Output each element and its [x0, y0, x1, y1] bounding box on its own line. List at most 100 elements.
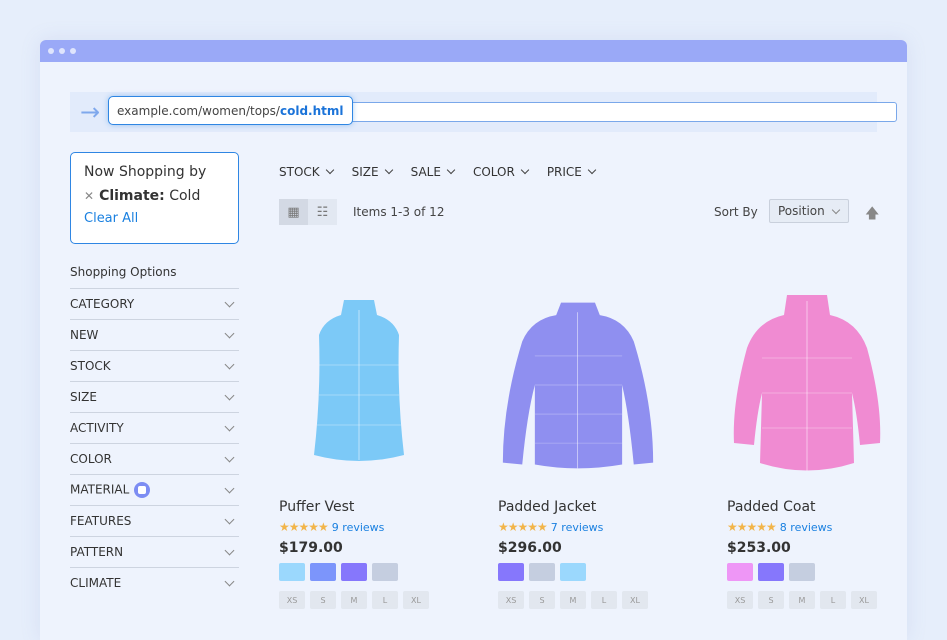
- option-new[interactable]: NEW: [70, 319, 239, 350]
- size-option[interactable]: XL: [622, 591, 648, 609]
- option-label: CATEGORY: [70, 297, 135, 311]
- title-bar: [40, 40, 907, 62]
- chevron-down-icon: [587, 165, 597, 175]
- filter-stock[interactable]: STOCK: [279, 165, 334, 179]
- chevron-down-icon: [520, 165, 530, 175]
- option-label: NEW: [70, 328, 99, 342]
- chevron-down-icon: [224, 483, 235, 493]
- product-name[interactable]: Padded Coat: [727, 499, 816, 515]
- url-prefix: example.com/women/tops/: [117, 103, 280, 118]
- option-label: SIZE: [70, 390, 97, 404]
- size-option[interactable]: XS: [727, 591, 753, 609]
- chevron-down-icon: [224, 576, 235, 586]
- rating: ★★★★★ 9 reviews: [279, 520, 439, 534]
- rating: ★★★★★ 8 reviews: [727, 520, 887, 534]
- filter-color[interactable]: COLOR: [472, 165, 530, 179]
- product-image[interactable]: [727, 280, 887, 490]
- option-stock[interactable]: STOCK: [70, 350, 239, 381]
- url-highlight: cold.html: [279, 103, 344, 118]
- size-option[interactable]: XS: [279, 591, 305, 609]
- size-option[interactable]: S: [529, 591, 555, 609]
- rating: ★★★★★ 7 reviews: [498, 520, 658, 534]
- product-card: Padded Jacket ★★★★★ 7 reviews $296.00 XS S…: [498, 280, 658, 609]
- product-name[interactable]: Puffer Vest: [279, 499, 355, 515]
- option-activity[interactable]: ACTIVITY: [70, 412, 239, 443]
- product-name[interactable]: Padded Jacket: [498, 499, 597, 515]
- color-swatch[interactable]: [758, 563, 784, 581]
- now-shopping-box: Now Shopping by ✕ Climate: Cold Clear All: [70, 152, 239, 244]
- filter-sale[interactable]: SALE: [411, 165, 456, 179]
- option-size[interactable]: SIZE: [70, 381, 239, 412]
- option-color[interactable]: COLOR: [70, 443, 239, 474]
- size-option[interactable]: L: [591, 591, 617, 609]
- clear-all-link[interactable]: Clear All: [84, 211, 139, 226]
- option-label: FEATURES: [70, 514, 132, 528]
- star-rating-icon: ★★★★★: [279, 520, 329, 534]
- arrow-right-icon: →: [79, 98, 101, 126]
- size-option[interactable]: S: [310, 591, 336, 609]
- option-label: STOCK: [70, 359, 111, 373]
- shopping-options-title: Shopping Options: [70, 265, 177, 279]
- product-image[interactable]: [498, 280, 658, 490]
- product-image[interactable]: [279, 280, 439, 490]
- item-count: Items 1-3 of 12: [353, 205, 445, 219]
- chevron-down-icon: [224, 452, 235, 462]
- filter-label: PRICE: [546, 165, 582, 179]
- product-price: $179.00: [279, 540, 343, 556]
- reviews-link[interactable]: 8 reviews: [779, 521, 833, 534]
- filter-label: COLOR: [472, 165, 515, 179]
- color-swatch[interactable]: [498, 563, 524, 581]
- color-swatches: [279, 563, 439, 581]
- window-dot[interactable]: [70, 48, 76, 54]
- chevron-down-icon: [831, 205, 840, 214]
- color-swatch[interactable]: [341, 563, 367, 581]
- filter-price[interactable]: PRICE: [546, 165, 597, 179]
- size-option[interactable]: M: [560, 591, 586, 609]
- list-view-icon[interactable]: ☷: [308, 199, 337, 225]
- size-option[interactable]: M: [789, 591, 815, 609]
- chevron-down-icon: [384, 165, 393, 175]
- reviews-link[interactable]: 9 reviews: [331, 521, 385, 534]
- color-swatch[interactable]: [372, 563, 398, 581]
- window-dot[interactable]: [48, 48, 54, 54]
- option-label: CLIMATE: [70, 576, 122, 590]
- size-option[interactable]: XS: [498, 591, 524, 609]
- color-swatch[interactable]: [310, 563, 336, 581]
- browser-window: → example.com/women/tops/cold.html Now S…: [40, 40, 907, 640]
- grid-view-icon[interactable]: ▦: [279, 199, 308, 225]
- size-option[interactable]: XL: [851, 591, 877, 609]
- option-label: PATTERN: [70, 545, 124, 559]
- sort-label: Sort By: [714, 205, 758, 219]
- option-category[interactable]: CATEGORY: [70, 288, 239, 319]
- toolbar: ▦ ☷ Items 1-3 of 12 Sort By Position 🡅: [279, 199, 879, 225]
- sort-direction-icon[interactable]: 🡅: [865, 206, 880, 222]
- address-bar: → example.com/women/tops/cold.html: [70, 92, 897, 132]
- color-swatch[interactable]: [789, 563, 815, 581]
- size-option[interactable]: XL: [403, 591, 429, 609]
- window-dot[interactable]: [59, 48, 65, 54]
- size-options: XS S M L XL: [727, 591, 887, 609]
- star-rating-icon: ★★★★★: [727, 520, 777, 534]
- size-option[interactable]: L: [372, 591, 398, 609]
- size-option[interactable]: M: [341, 591, 367, 609]
- shopping-options: Shopping Options CATEGORY NEW STOCK SIZE ACT…: [70, 265, 239, 598]
- color-swatch[interactable]: [279, 563, 305, 581]
- active-filter: ✕ Climate: Cold: [84, 188, 225, 204]
- size-option[interactable]: L: [820, 591, 846, 609]
- chevron-down-icon: [446, 165, 456, 175]
- url-text[interactable]: example.com/women/tops/cold.html: [108, 96, 353, 125]
- option-climate[interactable]: CLIMATE: [70, 567, 239, 598]
- option-pattern[interactable]: PATTERN: [70, 536, 239, 567]
- reviews-link[interactable]: 7 reviews: [550, 521, 604, 534]
- option-features[interactable]: FEATURES: [70, 505, 239, 536]
- sort-select[interactable]: Position: [769, 199, 849, 223]
- color-swatch[interactable]: [529, 563, 555, 581]
- remove-filter-icon[interactable]: ✕: [84, 189, 95, 203]
- filter-label: Climate:: [99, 188, 165, 204]
- size-option[interactable]: S: [758, 591, 784, 609]
- color-swatch[interactable]: [560, 563, 586, 581]
- filter-size[interactable]: SIZE: [352, 165, 393, 179]
- product-card: Puffer Vest ★★★★★ 9 reviews $179.00 XS S M L…: [279, 280, 439, 609]
- option-material[interactable]: MATERIAL: [70, 474, 239, 505]
- color-swatch[interactable]: [727, 563, 753, 581]
